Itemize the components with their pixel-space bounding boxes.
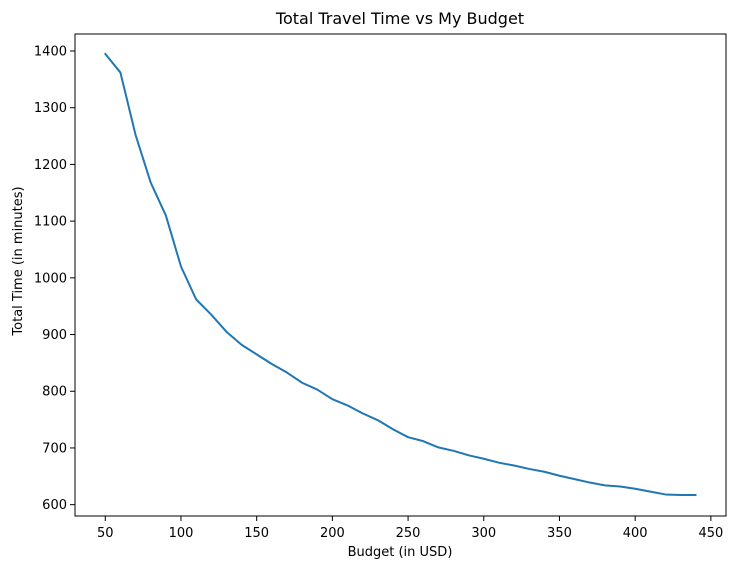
- y-tick-label: 600: [42, 498, 67, 513]
- x-tick-label: 450: [698, 526, 723, 541]
- x-tick-label: 150: [244, 526, 269, 541]
- y-tick-label: 800: [42, 385, 67, 400]
- y-tick-label: 1400: [34, 45, 67, 60]
- y-tick-label: 700: [42, 441, 67, 456]
- x-tick-label: 200: [320, 526, 345, 541]
- x-tick-label: 400: [623, 526, 648, 541]
- x-axis-title: Budget (in USD): [348, 545, 453, 560]
- y-axis-ticks: 600 700 800 900 1000 1100 1200 1300 1400: [34, 45, 75, 513]
- y-tick-label: 1000: [34, 271, 67, 286]
- x-tick-label: 100: [169, 526, 194, 541]
- y-tick-label: 900: [42, 328, 67, 343]
- y-tick-label: 1200: [34, 158, 67, 173]
- x-tick-label: 300: [471, 526, 496, 541]
- x-tick-label: 350: [547, 526, 572, 541]
- y-axis-title: Total Time (in minutes): [11, 186, 26, 336]
- plot-frame: [74, 33, 727, 517]
- series-line: [104, 52, 697, 497]
- chart-title: Total Travel Time vs My Budget: [275, 9, 524, 28]
- x-axis-ticks: 50 100 150 200 250 300 350 400 450: [97, 516, 723, 541]
- x-tick-label: 250: [396, 526, 421, 541]
- y-tick-label: 1300: [34, 101, 67, 116]
- x-tick-label: 50: [97, 526, 114, 541]
- plot-area: [74, 33, 727, 517]
- y-tick-label: 1100: [34, 215, 67, 230]
